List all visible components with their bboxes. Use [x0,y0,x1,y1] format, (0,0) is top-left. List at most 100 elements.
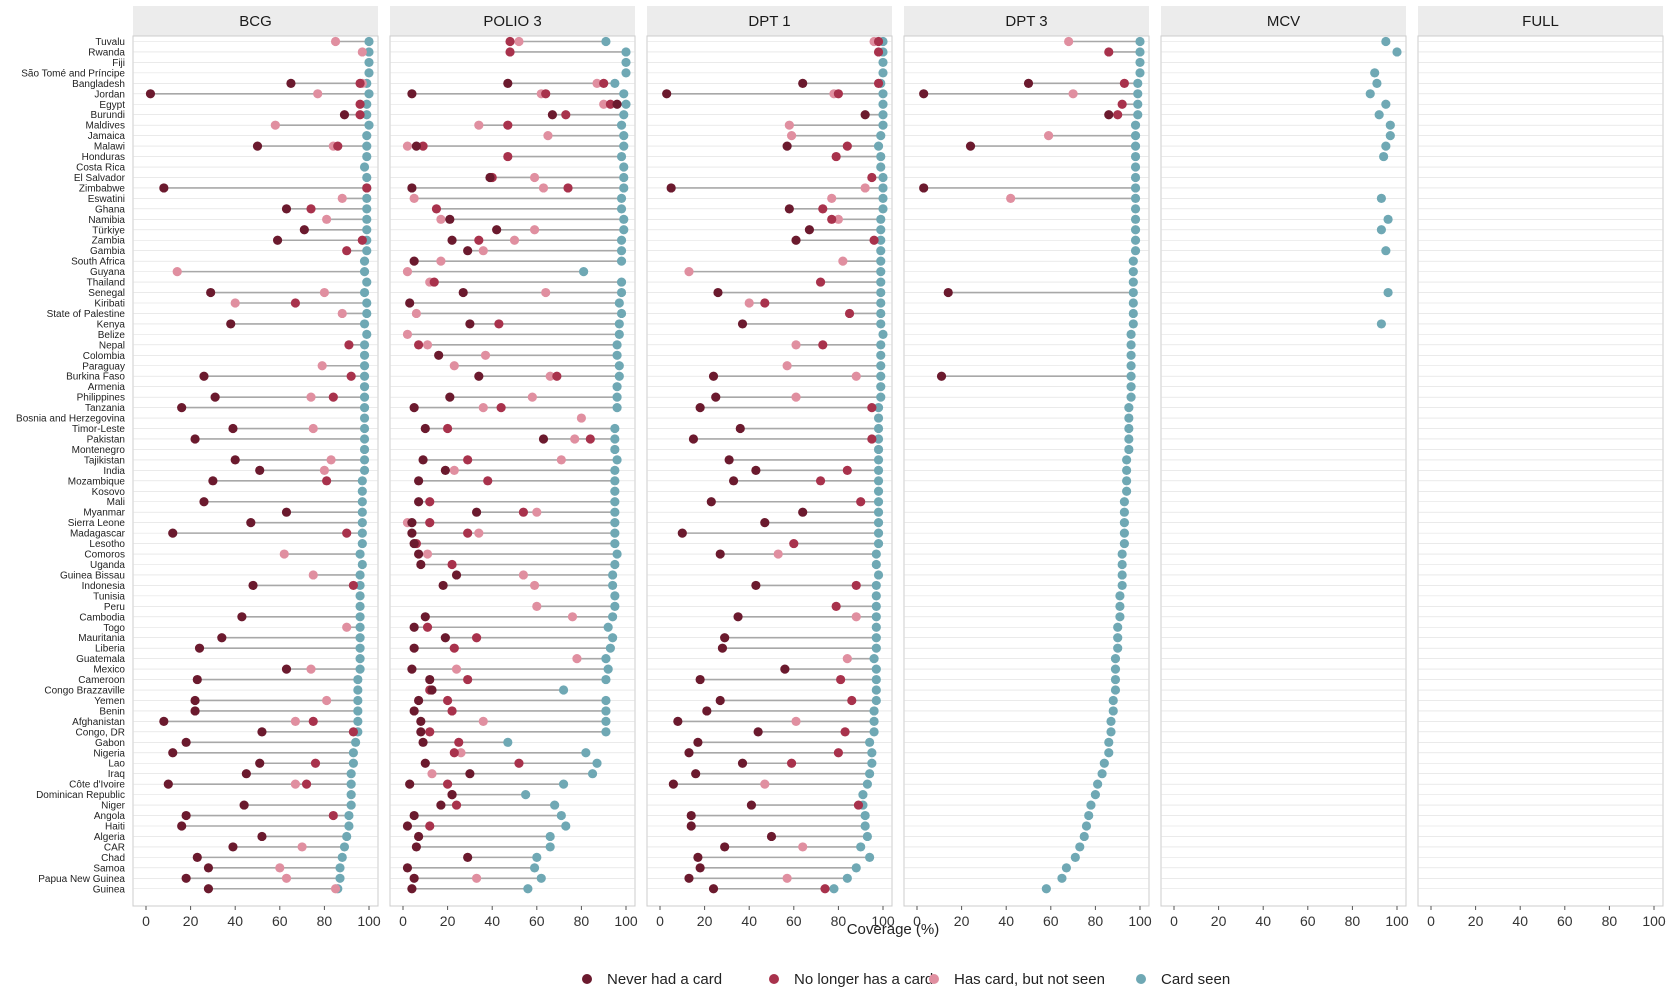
point-never [411,141,421,151]
point-seen [355,570,365,580]
point-seen [851,863,861,873]
point-nolonger [496,403,506,413]
point-never [168,748,178,758]
point-seen [1128,287,1138,298]
point-nolonger [443,423,453,434]
point-seen [362,110,372,120]
point-seen [614,319,624,329]
point-never [252,141,263,151]
point-seen [1106,727,1116,737]
point-seen [1115,601,1125,611]
point-notseen [480,350,491,360]
point-never [414,497,424,507]
x-axis-title: Coverage (%) [847,921,940,938]
country-label: Jamaica [88,131,126,142]
point-seen [503,737,513,747]
point-never [919,89,929,99]
point-seen [355,591,365,601]
point-seen [362,204,372,214]
point-nolonger [447,706,457,716]
point-nolonger [561,110,571,120]
point-seen [1115,612,1125,622]
point-notseen [782,361,792,371]
country-label: Guinea Bissau [60,570,125,581]
point-notseen [422,340,433,350]
panel: MCV 0 20 40 60 80 100 [1160,6,1409,929]
point-notseen [556,455,566,465]
country-label: Guyana [90,267,125,278]
point-seen [1130,141,1141,151]
point-seen [878,99,888,109]
point-seen [362,141,372,151]
legend-label: No longer has a card [794,971,933,988]
point-seen [878,120,888,130]
point-notseen [409,193,419,203]
legend-swatch [1136,974,1146,984]
point-seen [1126,350,1136,360]
point-seen [1108,695,1118,706]
point-nolonger [362,183,372,193]
point-seen [876,361,886,371]
country-label: Algeria [94,832,126,843]
point-seen [873,465,884,475]
country-label: Philippines [77,393,125,404]
x-tick-label: 80 [574,913,590,929]
legend-swatch [582,974,592,984]
country-label: Tuvalu [95,37,125,48]
point-seen [1135,57,1145,68]
point-seen [873,538,884,549]
point-seen [359,256,370,266]
point-nolonger [867,434,877,444]
point-never [668,779,678,789]
point-never [782,141,792,151]
point-nolonger [348,727,358,737]
point-never [695,863,705,873]
point-notseen [436,214,446,224]
point-seen [1079,831,1089,842]
point-seen [616,287,627,298]
x-tick-label: 100 [1642,913,1666,929]
panel: BCG 0 20 40 60 80 100 [132,6,381,929]
country-label: State of Palestine [47,309,126,320]
x-tick-label: 20 [440,913,456,929]
point-seen [1110,674,1121,685]
point-seen [359,162,370,172]
point-notseen [784,120,794,130]
country-label: Namibia [88,215,125,226]
point-seen [364,47,374,57]
point-nolonger [447,559,457,570]
x-tick-label: 60 [786,913,802,929]
point-seen [1126,361,1136,371]
point-seen [876,382,886,392]
point-seen [614,361,624,371]
country-label: Bosnia and Herzegovina [16,414,125,425]
panel-strip [390,6,635,36]
point-seen [355,612,365,622]
point-seen [364,89,374,99]
point-seen [364,120,374,130]
point-seen [862,831,872,842]
country-label: Congo, DR [76,727,125,738]
point-nolonger [348,580,358,591]
point-seen [619,89,629,99]
point-nolonger [818,204,828,214]
point-seen [610,423,620,434]
point-notseen [833,214,844,224]
point-seen [1128,256,1138,266]
point-never [420,423,430,434]
point-never [720,842,730,852]
point-seen [862,779,872,789]
point-notseen [570,434,580,444]
point-seen [1130,193,1141,203]
x-tick-label: 40 [484,913,500,929]
point-seen [1104,748,1114,758]
point-seen [1122,476,1132,486]
country-label: Thailand [87,278,125,289]
x-tick-label: 0 [656,913,664,929]
point-notseen [572,654,582,664]
point-seen [1117,549,1127,559]
point-never [471,507,482,517]
point-nolonger [471,633,482,643]
panel-plot-area [1160,35,1407,907]
point-seen [355,643,365,653]
